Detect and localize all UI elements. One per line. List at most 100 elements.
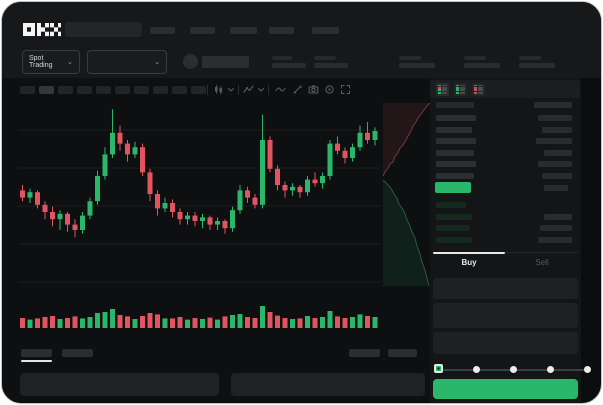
slider-stop-dot[interactable] (546, 365, 554, 373)
pair-dropdown[interactable]: ⌄ (87, 50, 167, 74)
stat-value-placeholder (314, 63, 348, 68)
chart-tab[interactable] (21, 349, 52, 357)
order-form-field[interactable] (433, 278, 578, 299)
tab-sell[interactable]: Sell (535, 258, 549, 267)
price-placeholder (436, 102, 474, 108)
orderbook-row-ask[interactable] (432, 138, 579, 144)
chart-tab[interactable] (62, 349, 93, 357)
amount-placeholder (544, 149, 572, 156)
stat-label-placeholder (399, 56, 421, 60)
timeframe-button[interactable] (172, 86, 187, 94)
tabs-divider (433, 252, 578, 253)
price-placeholder (436, 225, 470, 231)
slider-stop-dot[interactable] (472, 365, 480, 373)
last-price-amount-placeholder (544, 185, 568, 191)
timeframe-button[interactable] (191, 86, 206, 94)
orderbook-row-ask[interactable] (432, 115, 579, 121)
market-type-label: Spot Trading (29, 55, 53, 69)
market-type-dropdown[interactable]: Spot Trading ⌄ (22, 50, 80, 74)
orderbook-row-ask[interactable] (432, 172, 579, 179)
last-price-indicator[interactable] (435, 182, 471, 193)
search-input[interactable] (65, 22, 142, 37)
price-placeholder (436, 115, 476, 121)
indicator-icon[interactable] (243, 84, 254, 95)
amount-placeholder (542, 126, 572, 133)
camera-icon[interactable] (308, 84, 319, 95)
orderbook-row-ask[interactable] (432, 161, 579, 167)
nav-item[interactable] (312, 27, 339, 34)
timeframe-button[interactable] (96, 86, 111, 94)
slider-stop-dot[interactable] (509, 365, 517, 373)
stat-label-placeholder (464, 56, 486, 60)
price-placeholder (436, 202, 466, 208)
amount-placeholder (536, 138, 572, 144)
buy-button[interactable] (433, 379, 578, 399)
candlestick-chart[interactable] (18, 100, 380, 334)
divider (207, 85, 208, 95)
slider-stop-dot[interactable] (583, 365, 591, 373)
timeframe-button[interactable] (115, 86, 130, 94)
line-tool-icon[interactable] (275, 84, 286, 95)
depth-chart (382, 102, 431, 287)
price-placeholder (436, 236, 472, 243)
divider (238, 85, 239, 95)
chevron-down-icon[interactable] (257, 84, 265, 95)
bottom-panel (20, 373, 219, 396)
amount-placeholder (538, 236, 572, 243)
order-form-field[interactable] (433, 303, 578, 328)
amount-placeholder (538, 161, 572, 167)
orderbook-bids-icon[interactable] (454, 82, 467, 96)
timeframe-button[interactable] (39, 86, 54, 94)
nav-item[interactable] (269, 27, 294, 34)
divider (268, 85, 269, 95)
stat-label-placeholder (519, 56, 541, 60)
timeframe-button[interactable] (134, 86, 149, 94)
chart-action-placeholder[interactable] (388, 349, 417, 357)
tab-buy[interactable]: Buy (461, 258, 477, 267)
ticker-stat (464, 56, 500, 68)
chevron-down-icon: ⌄ (154, 59, 160, 66)
okx-logo (23, 22, 61, 37)
nav-item[interactable] (230, 27, 257, 34)
ticker-stat (399, 56, 435, 68)
orderbook-row-ask[interactable] (432, 149, 579, 156)
candle-chart-icon[interactable] (213, 84, 224, 95)
stat-value-placeholder (272, 63, 306, 68)
stat-label-placeholder (314, 56, 336, 60)
orderbook-row-bid[interactable] (432, 213, 579, 220)
draw-icon[interactable] (292, 84, 303, 95)
nav-item[interactable] (150, 27, 175, 34)
amount-placeholder (538, 115, 572, 121)
orderbook-asks-icon[interactable] (472, 82, 485, 96)
timeframe-button[interactable] (153, 86, 168, 94)
fullscreen-icon[interactable] (340, 84, 351, 95)
timeframe-button[interactable] (58, 86, 73, 94)
amount-placeholder (534, 102, 572, 108)
orderbook-row-bid[interactable] (432, 236, 579, 243)
ticker-stat (519, 56, 555, 68)
order-form-field[interactable] (433, 332, 578, 354)
orderbook (432, 102, 579, 248)
amount-slider-handle[interactable] (434, 364, 443, 373)
nav-item[interactable] (190, 27, 215, 34)
active-tab-indicator (433, 251, 505, 254)
settings-icon[interactable] (324, 84, 335, 95)
active-tab-underline (21, 360, 52, 362)
orderbook-row-bid[interactable] (432, 202, 579, 208)
orderbook-row-bid[interactable] (432, 225, 579, 231)
price-placeholder (436, 161, 476, 167)
price-placeholder (436, 138, 476, 144)
coin-icon (183, 54, 198, 69)
timeframe-button[interactable] (77, 86, 92, 94)
stat-value-placeholder (399, 63, 435, 68)
orderbook-all-icon[interactable] (436, 82, 449, 96)
timeframe-button[interactable] (20, 86, 35, 94)
amount-placeholder (540, 225, 572, 231)
orderbook-header[interactable] (432, 102, 579, 108)
orderbook-row-ask[interactable] (432, 126, 579, 133)
chart-action-placeholder[interactable] (349, 349, 380, 357)
price-placeholder (436, 172, 474, 179)
chevron-down-icon[interactable] (227, 84, 235, 95)
stat-value-placeholder (464, 63, 500, 68)
